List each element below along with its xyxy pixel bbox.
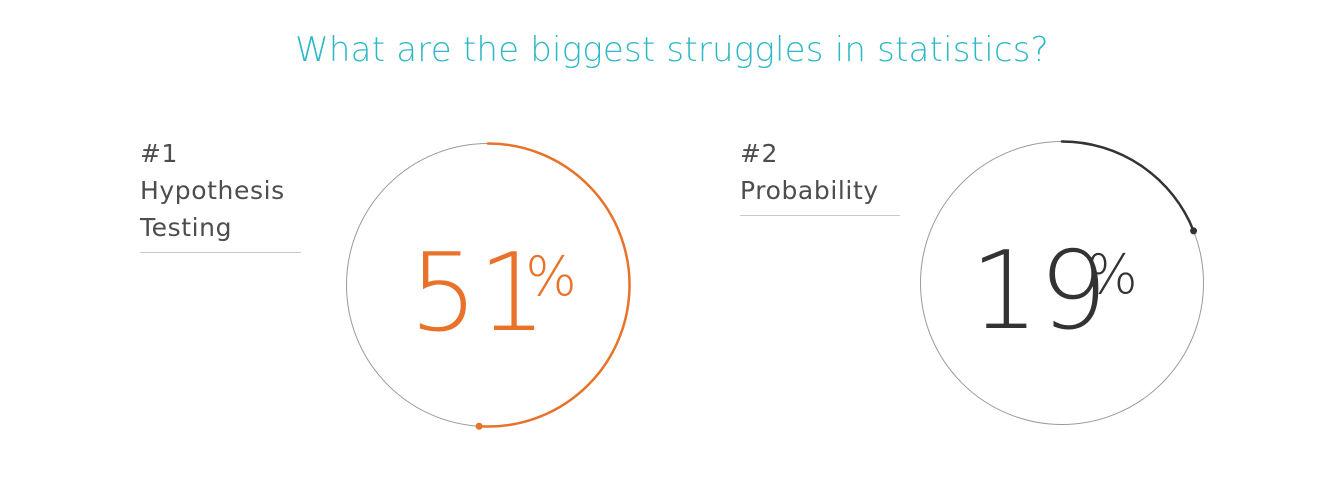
item-2-divider	[740, 215, 900, 216]
item-1-rank: #1	[140, 139, 179, 168]
gauge-1-unit: %	[525, 245, 576, 308]
item-2-label: #2 Probability	[740, 135, 905, 216]
item-2-rank: #2	[740, 139, 779, 168]
item-1-divider	[140, 252, 301, 253]
gauge-2-end-dot	[1190, 227, 1198, 235]
gauge-1-value: 51	[409, 231, 546, 356]
item-1-name: Hypothesis Testing	[140, 176, 285, 242]
chart-title: What are the biggest struggles in statis…	[295, 30, 1049, 70]
item-1-label: #1 Hypothesis Testing	[140, 135, 305, 253]
gauge-1-end-dot	[475, 422, 483, 430]
gauge-2-unit: %	[1086, 243, 1137, 306]
gauge-2-value: 19	[970, 229, 1107, 354]
gauge-hypothesis-testing: 51 %	[346, 142, 631, 430]
gauge-1-arc	[477, 142, 631, 428]
item-2-name: Probability	[740, 176, 879, 205]
gauge-probability: 19 %	[920, 140, 1204, 425]
gauge-2-arc	[1060, 140, 1195, 233]
